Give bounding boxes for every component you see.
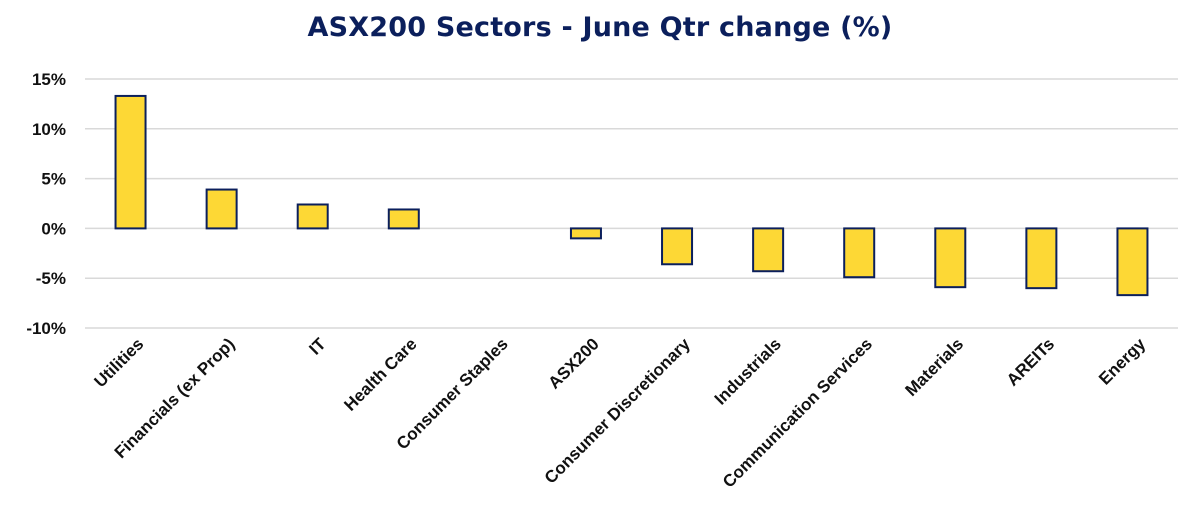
x-category-label: IT bbox=[305, 334, 330, 359]
chart-title: ASX200 Sectors - June Qtr change (%) bbox=[307, 12, 893, 43]
bar bbox=[1025, 227, 1058, 290]
bar bbox=[1116, 227, 1149, 297]
x-category-label: Health Care bbox=[340, 334, 420, 414]
y-tick-label: -10% bbox=[26, 319, 66, 338]
x-category-label: Materials bbox=[902, 334, 968, 400]
bar bbox=[934, 227, 967, 289]
y-tick-label: 10% bbox=[32, 120, 66, 139]
bar bbox=[661, 227, 694, 266]
bars bbox=[114, 94, 1149, 297]
y-tick-label: 0% bbox=[41, 219, 66, 238]
y-axis-tick-labels: 15% 10% 5% 0% -5% -10% bbox=[26, 70, 66, 338]
bar bbox=[114, 94, 147, 230]
bar bbox=[569, 227, 602, 240]
gridlines bbox=[85, 78, 1178, 329]
x-category-label: Energy bbox=[1095, 334, 1150, 389]
bar bbox=[205, 188, 238, 230]
bar bbox=[387, 208, 420, 230]
x-category-label: Communication Services bbox=[719, 334, 876, 491]
x-category-label: ASX200 bbox=[545, 334, 603, 392]
x-category-label: AREITs bbox=[1003, 334, 1058, 389]
x-category-label: Industrials bbox=[711, 334, 785, 408]
y-tick-label: 5% bbox=[41, 170, 66, 189]
y-tick-label: 15% bbox=[32, 70, 66, 89]
y-tick-label: -5% bbox=[36, 269, 66, 288]
x-category-label: Utilities bbox=[91, 334, 148, 391]
bar bbox=[843, 227, 876, 279]
x-category-label: Consumer Discretionary bbox=[541, 334, 694, 487]
bar bbox=[296, 203, 329, 230]
bar bbox=[752, 227, 785, 273]
